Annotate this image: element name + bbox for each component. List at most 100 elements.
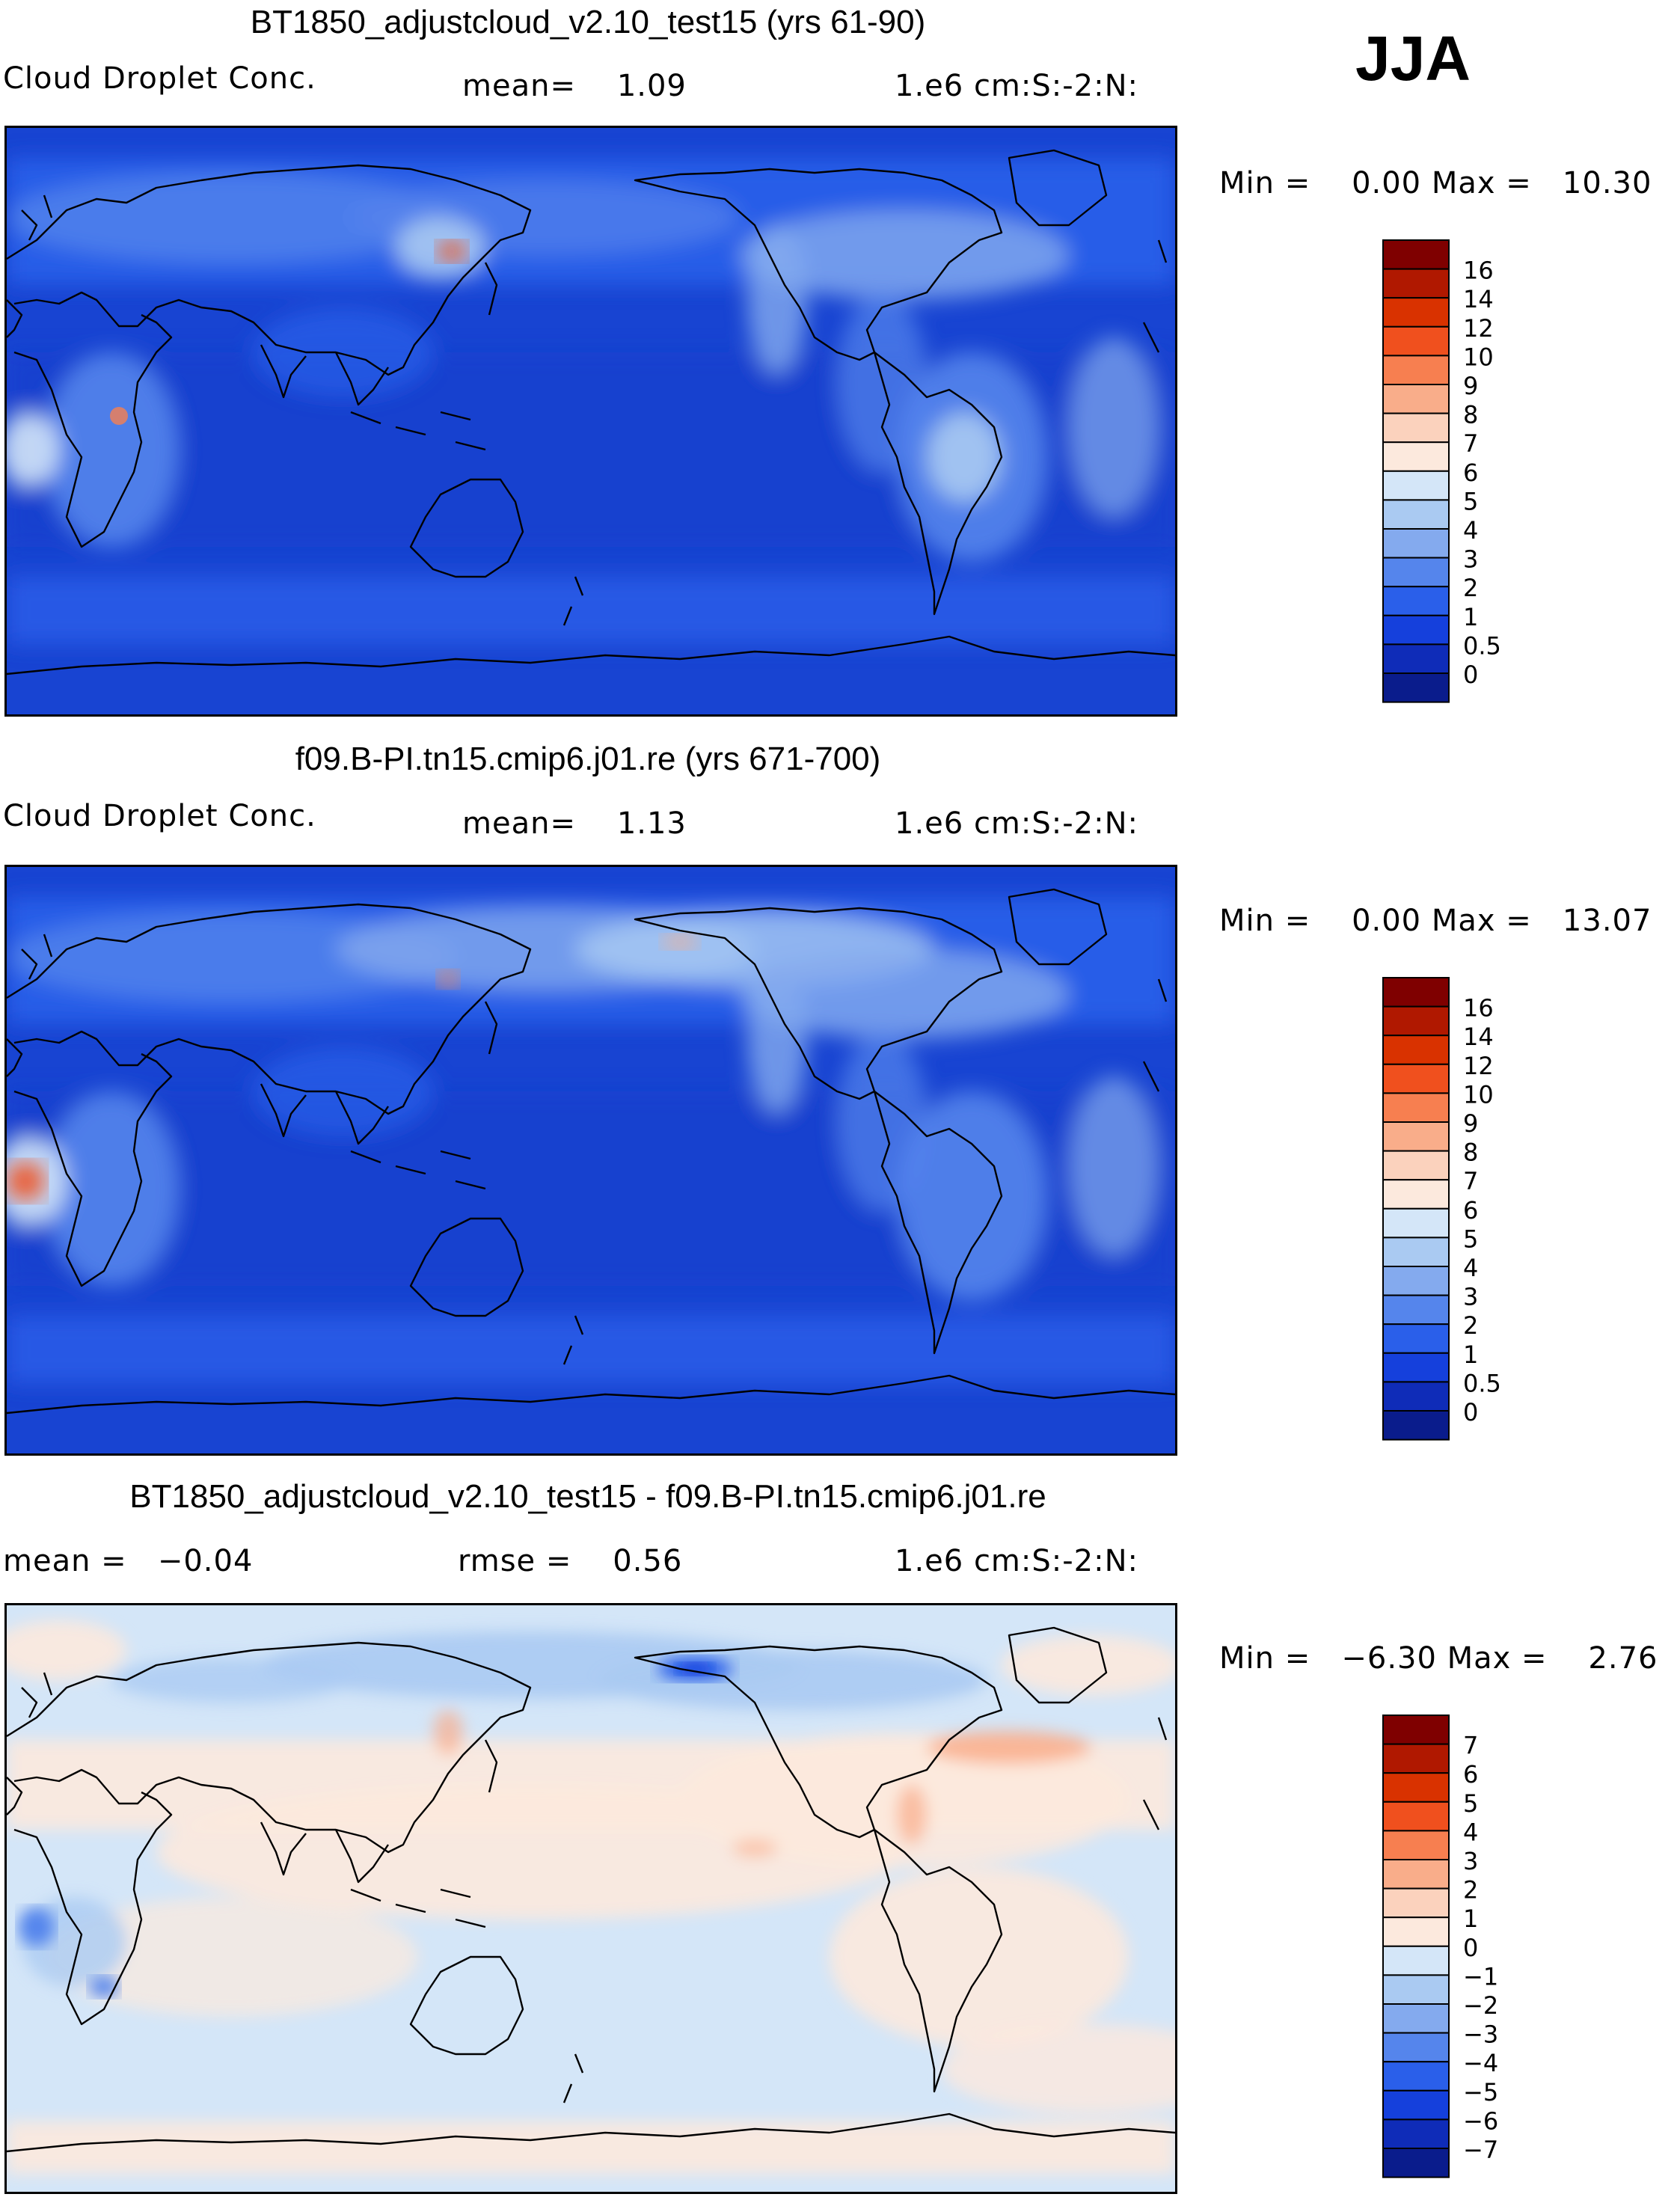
colorbar-tick-label: 5 xyxy=(1463,1789,1478,1818)
colorbar-swatch xyxy=(1382,1150,1450,1181)
colorbar-swatch xyxy=(1382,1063,1450,1094)
colorbar-swatch xyxy=(1382,412,1450,444)
colorbar-tick-label: 1 xyxy=(1463,1905,1478,1933)
colorbar-swatch xyxy=(1382,2003,1450,2034)
colorbar-tick-label: 7 xyxy=(1463,1732,1478,1760)
colorbar-tick-label: 2 xyxy=(1463,1311,1478,1340)
panel-2-minmax: Min = 0.00 Max = 13.07 xyxy=(1219,904,1652,938)
colorbar-swatch xyxy=(1382,355,1450,385)
colorbar-tick-label: −1 xyxy=(1463,1962,1498,1991)
colorbar-swatch xyxy=(1382,1237,1450,1267)
colorbar-tick-label: 12 xyxy=(1463,314,1494,343)
colorbar-swatch xyxy=(1382,1887,1450,1919)
colorbar-swatch xyxy=(1382,499,1450,530)
colorbar-swatch xyxy=(1382,1323,1450,1354)
colorbar-swatch xyxy=(1382,470,1450,501)
panel-1-mean-label: mean= 1.09 xyxy=(462,69,687,103)
colorbar-tick-label: −6 xyxy=(1463,2106,1498,2135)
colorbar-tick-label: 0.5 xyxy=(1463,631,1501,660)
colorbar-swatch xyxy=(1382,1410,1450,1441)
colorbar-tick-label: 8 xyxy=(1463,1139,1478,1167)
colorbar-swatch xyxy=(1382,1801,1450,1832)
colorbar-tick-label: 0 xyxy=(1463,661,1478,689)
panel-1-title: BT1850_adjustcloud_v2.10_test15 (yrs 61-… xyxy=(250,4,926,40)
season-label: JJA xyxy=(1355,23,1471,94)
panel-1-map xyxy=(4,126,1177,717)
colorbar-swatch xyxy=(1382,1945,1450,1976)
panel-1-minmax: Min = 0.00 Max = 10.30 xyxy=(1219,166,1652,200)
colorbar-swatch xyxy=(1382,268,1450,299)
colorbar-swatch xyxy=(1382,239,1450,270)
colorbar-tick-label: 16 xyxy=(1463,257,1494,285)
colorbar-tick-label: 8 xyxy=(1463,401,1478,429)
colorbar-tick-label: 4 xyxy=(1463,1818,1478,1846)
colorbar-tick-label: 14 xyxy=(1463,285,1494,313)
colorbar-swatch xyxy=(1382,1005,1450,1037)
colorbar-swatch xyxy=(1382,1207,1450,1239)
colorbar-swatch xyxy=(1382,2118,1450,2150)
panel-2-colorbar: 16 14 12 10 9 8 7 6 5 4 3 2 1 0.5 0 xyxy=(1382,977,1547,1444)
colorbar-swatch xyxy=(1382,1916,1450,1947)
colorbar-swatch xyxy=(1382,2032,1450,2063)
colorbar-tick-label: 9 xyxy=(1463,372,1478,400)
colorbar-tick-label: 12 xyxy=(1463,1052,1494,1080)
colorbar-swatch xyxy=(1382,1830,1450,1860)
colorbar-tick-label: 0.5 xyxy=(1463,1369,1501,1397)
colorbar-tick-label: 5 xyxy=(1463,1225,1478,1253)
colorbar-swatch xyxy=(1382,384,1450,414)
colorbar-tick-label: 4 xyxy=(1463,516,1478,545)
colorbar-swatch xyxy=(1382,325,1450,357)
colorbar-tick-label: 6 xyxy=(1463,459,1478,487)
panel-2-title: f09.B-PI.tn15.cmip6.j01.re (yrs 671-700) xyxy=(295,741,881,777)
colorbar-tick-label: 2 xyxy=(1463,1876,1478,1905)
colorbar-swatch xyxy=(1382,614,1450,646)
colorbar-swatch xyxy=(1382,1179,1450,1210)
panel-3-rmse-label: rmse = 0.56 xyxy=(458,1544,683,1578)
colorbar-tick-label: −3 xyxy=(1463,2020,1498,2049)
colorbar-swatch xyxy=(1382,1974,1450,2005)
colorbar-swatch xyxy=(1382,1035,1450,1065)
panel-2-mean-label: mean= 1.13 xyxy=(462,806,687,841)
colorbar-swatch xyxy=(1382,1772,1450,1803)
colorbar-swatch xyxy=(1382,1743,1450,1774)
colorbar-swatch xyxy=(1382,1859,1450,1890)
colorbar-swatch xyxy=(1382,557,1450,588)
colorbar-swatch xyxy=(1382,977,1450,1008)
colorbar-tick-label: 5 xyxy=(1463,487,1478,515)
colorbar-swatch xyxy=(1382,672,1450,703)
colorbar-tick-label: 7 xyxy=(1463,429,1478,458)
colorbar-tick-label: −5 xyxy=(1463,2078,1498,2106)
colorbar-swatch xyxy=(1382,441,1450,472)
colorbar-swatch xyxy=(1382,1352,1450,1383)
colorbar-swatch xyxy=(1382,1381,1450,1412)
colorbar-tick-label: 14 xyxy=(1463,1023,1494,1051)
panel-3-title: BT1850_adjustcloud_v2.10_test15 - f09.B-… xyxy=(129,1478,1046,1515)
panel-2-map xyxy=(4,865,1177,1456)
colorbar-swatch xyxy=(1382,2061,1450,2092)
panel-3-minmax: Min = −6.30 Max = 2.76 xyxy=(1219,1641,1658,1676)
panel-2-units-label: 1.e6 cm:S:-2:N: xyxy=(895,806,1138,841)
colorbar-tick-label: 0 xyxy=(1463,1934,1478,1962)
colorbar-swatch xyxy=(1382,528,1450,559)
colorbar-tick-label: 10 xyxy=(1463,1080,1494,1109)
panel-2-left-label: Cloud Droplet Conc. xyxy=(3,799,316,833)
colorbar-swatch xyxy=(1382,2148,1450,2178)
colorbar-swatch xyxy=(1382,1266,1450,1296)
colorbar-tick-label: 9 xyxy=(1463,1109,1478,1138)
panel-3-mean-label: mean = −0.04 xyxy=(3,1544,254,1578)
colorbar-tick-label: 6 xyxy=(1463,1196,1478,1225)
colorbar-tick-label: 3 xyxy=(1463,545,1478,574)
colorbar-swatch xyxy=(1382,643,1450,675)
colorbar-swatch xyxy=(1382,2089,1450,2121)
panel-3-map xyxy=(4,1603,1177,2194)
colorbar-tick-label: 1 xyxy=(1463,1340,1478,1369)
panel-1-left-label: Cloud Droplet Conc. xyxy=(3,61,316,96)
colorbar-tick-label: −2 xyxy=(1463,1991,1498,2020)
colorbar-tick-label: 0 xyxy=(1463,1398,1478,1427)
colorbar-tick-label: 10 xyxy=(1463,343,1494,371)
colorbar-swatch xyxy=(1382,1121,1450,1152)
colorbar-swatch xyxy=(1382,586,1450,616)
colorbar-tick-label: 6 xyxy=(1463,1760,1478,1789)
panel-1-colorbar: 16 14 12 10 9 8 7 6 5 4 3 2 1 0.5 0 xyxy=(1382,239,1547,706)
